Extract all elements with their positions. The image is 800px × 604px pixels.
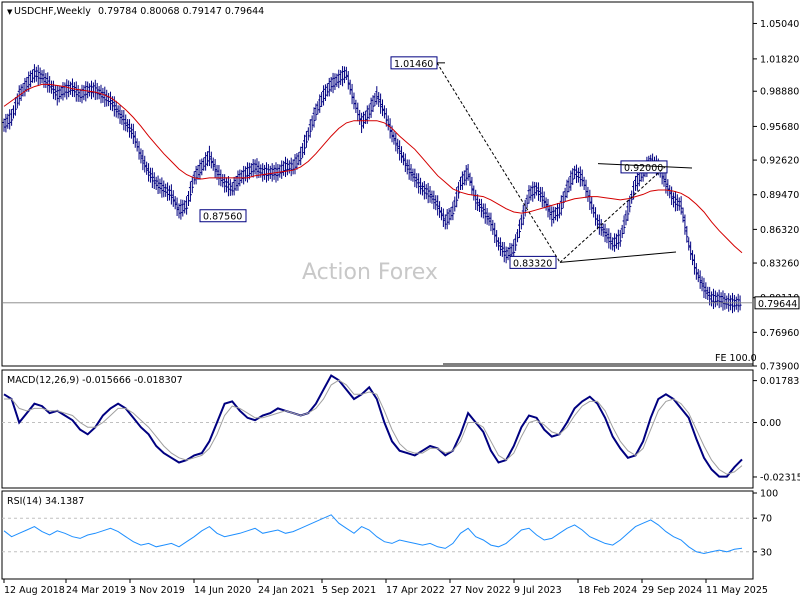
price-ytick-label: 0.95680 <box>760 122 799 133</box>
moving-average-line <box>3 83 743 254</box>
xtick-label: 27 Nov 2022 <box>450 585 511 596</box>
macd-line <box>3 374 743 478</box>
annotation-label: 0.92000 <box>624 163 663 174</box>
price-header-values: 0.79784 0.80068 0.79147 0.79644 <box>98 6 264 17</box>
xtick-label: 5 Sep 2021 <box>322 585 376 596</box>
annotation-box <box>199 209 247 223</box>
watermark: Action Forex <box>302 260 438 285</box>
xtick-label: 24 Mar 2019 <box>66 585 126 596</box>
price-ytick-label: 0.83260 <box>760 259 799 270</box>
xtick-label: 29 Sep 2024 <box>642 585 702 596</box>
rsi-ytick-label: 100 <box>760 489 778 500</box>
xtick-label: 3 Nov 2019 <box>130 585 185 596</box>
macd-panel-frame <box>1 369 754 489</box>
macd-ytick-label: 0.017833 <box>760 376 800 387</box>
axis-layer: 1.05040 1.01820 0.98880 0.95680 0.92620 0.894… <box>3 19 800 596</box>
price-panel-frame <box>1 1 754 367</box>
annotation-label: 0.83320 <box>513 258 552 269</box>
price-ytick-label: 0.76960 <box>760 328 799 339</box>
xtick-label: 17 Apr 2022 <box>386 585 445 596</box>
price-header-dropdown-icon[interactable]: ▼ <box>7 8 13 16</box>
xtick-label: 18 Feb 2024 <box>578 585 637 596</box>
annotation-box <box>509 255 557 269</box>
price-ytick-label: 1.01820 <box>760 54 799 65</box>
projection-line <box>436 62 561 263</box>
price-ytick-label: 0.73900 <box>760 362 799 373</box>
macd-layer <box>2 374 753 478</box>
fe-level-label: FE 100.0 <box>715 353 757 364</box>
xtick-label: 11 May 2025 <box>706 585 768 596</box>
macd-ytick-label: -0.023159 <box>760 472 800 483</box>
xtick-label: 9 Jul 2023 <box>514 585 562 596</box>
rsi-panel-frame <box>1 490 754 580</box>
macd-header: MACD(12,26,9) -0.015666 -0.018307 <box>7 375 183 386</box>
rsi-line <box>3 514 743 555</box>
price-ytick-label: 0.92620 <box>760 156 799 167</box>
rsi-ytick-label: 30 <box>760 547 772 558</box>
rsi-layer <box>2 514 753 555</box>
price-ytick-label: 0.98880 <box>760 87 799 98</box>
rsi-header: RSI(14) 34.1387 <box>7 496 84 507</box>
last-price-box <box>754 296 800 310</box>
price-ytick-label: 0.89470 <box>760 190 799 201</box>
annotation-label: 0.87560 <box>203 212 242 223</box>
xtick-label: 24 Jan 2021 <box>258 585 315 596</box>
annotation-label: 1.01460 <box>394 59 433 70</box>
projection-line <box>559 166 666 263</box>
xtick-label: 12 Aug 2018 <box>4 585 65 596</box>
price-ytick-label: 0.86320 <box>760 225 799 236</box>
price-ytick-label: 1.05040 <box>760 19 799 30</box>
price-layer: 1.01460 0.87560 0.83320 0.92000 FE 100.0 <box>2 56 757 365</box>
price-header-symbol: USDCHF,Weekly <box>14 6 91 17</box>
last-price-label: 0.79644 <box>758 299 797 310</box>
channel-line-upper <box>597 163 693 169</box>
macd-ytick-label: 0.00 <box>760 418 781 429</box>
macd-signal-line <box>4 379 743 475</box>
channel-line-lower <box>559 251 677 263</box>
rsi-ytick-label: 70 <box>760 514 772 525</box>
xtick-label: 14 Jun 2020 <box>194 585 251 596</box>
